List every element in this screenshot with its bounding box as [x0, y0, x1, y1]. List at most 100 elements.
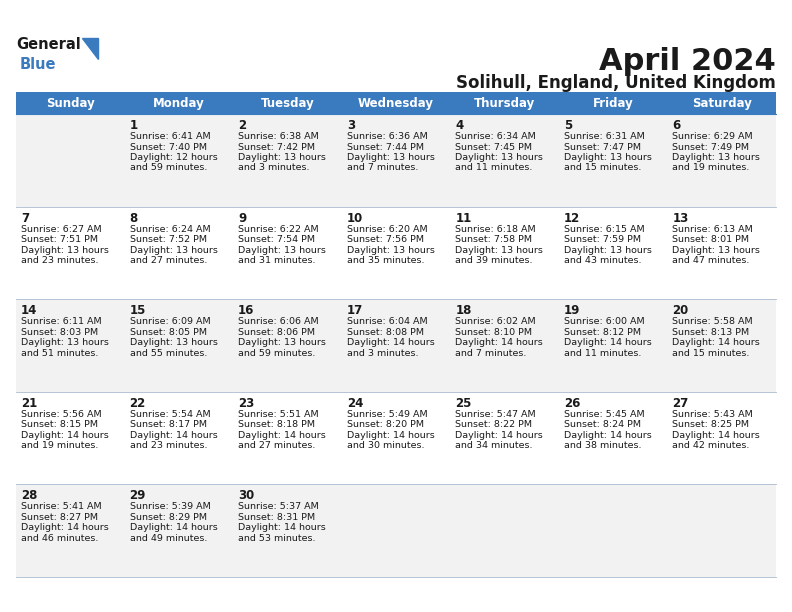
Text: and 53 minutes.: and 53 minutes. [238, 534, 316, 543]
Text: Sunrise: 6:13 AM: Sunrise: 6:13 AM [672, 225, 753, 234]
Text: Sunset: 8:17 PM: Sunset: 8:17 PM [130, 420, 207, 429]
Text: and 3 minutes.: and 3 minutes. [238, 163, 310, 173]
Text: Sunrise: 5:47 AM: Sunrise: 5:47 AM [455, 410, 536, 419]
Text: 11: 11 [455, 212, 471, 225]
Text: Sunset: 7:51 PM: Sunset: 7:51 PM [21, 235, 98, 244]
Text: Daylight: 13 hours: Daylight: 13 hours [347, 153, 435, 162]
Text: and 11 minutes.: and 11 minutes. [564, 349, 642, 357]
Bar [16, 207, 776, 299]
Text: Daylight: 14 hours: Daylight: 14 hours [21, 431, 109, 440]
Text: 13: 13 [672, 212, 689, 225]
Text: Sunset: 7:54 PM: Sunset: 7:54 PM [238, 235, 315, 244]
Text: and 38 minutes.: and 38 minutes. [564, 441, 642, 450]
Text: and 27 minutes.: and 27 minutes. [238, 441, 315, 450]
Text: Sunset: 8:05 PM: Sunset: 8:05 PM [130, 327, 207, 337]
Text: 29: 29 [130, 490, 146, 502]
Text: Daylight: 14 hours: Daylight: 14 hours [238, 431, 326, 440]
Text: and 7 minutes.: and 7 minutes. [347, 163, 418, 173]
Text: and 19 minutes.: and 19 minutes. [21, 441, 98, 450]
Text: 4: 4 [455, 119, 463, 132]
Text: Sunset: 8:12 PM: Sunset: 8:12 PM [564, 327, 641, 337]
Text: 14: 14 [21, 304, 37, 317]
Text: and 31 minutes.: and 31 minutes. [238, 256, 316, 265]
Text: Sunrise: 5:41 AM: Sunrise: 5:41 AM [21, 502, 101, 512]
Text: Daylight: 14 hours: Daylight: 14 hours [347, 338, 435, 347]
Text: Sunrise: 6:29 AM: Sunrise: 6:29 AM [672, 132, 753, 141]
Text: Sunrise: 6:36 AM: Sunrise: 6:36 AM [347, 132, 428, 141]
Text: Sunset: 7:40 PM: Sunset: 7:40 PM [130, 143, 207, 152]
Text: Sunset: 8:27 PM: Sunset: 8:27 PM [21, 513, 98, 522]
Text: Sunrise: 6:00 AM: Sunrise: 6:00 AM [564, 317, 645, 326]
Text: and 49 minutes.: and 49 minutes. [130, 534, 207, 543]
Text: Sunrise: 5:56 AM: Sunrise: 5:56 AM [21, 410, 101, 419]
Text: Wednesday: Wednesday [358, 97, 434, 110]
Text: and 46 minutes.: and 46 minutes. [21, 534, 98, 543]
Text: Sunrise: 6:34 AM: Sunrise: 6:34 AM [455, 132, 536, 141]
Text: 1: 1 [130, 119, 138, 132]
Text: Daylight: 13 hours: Daylight: 13 hours [672, 245, 760, 255]
Text: Sunset: 8:03 PM: Sunset: 8:03 PM [21, 327, 98, 337]
Text: Sunrise: 6:04 AM: Sunrise: 6:04 AM [347, 317, 428, 326]
Text: and 55 minutes.: and 55 minutes. [130, 349, 207, 357]
Text: 22: 22 [130, 397, 146, 410]
Text: Sunrise: 6:18 AM: Sunrise: 6:18 AM [455, 225, 536, 234]
Bar [16, 392, 776, 485]
Text: Monday: Monday [153, 97, 205, 110]
Text: 20: 20 [672, 304, 689, 317]
Text: Thursday: Thursday [474, 97, 535, 110]
Text: Sunrise: 5:39 AM: Sunrise: 5:39 AM [130, 502, 211, 512]
Text: Daylight: 13 hours: Daylight: 13 hours [238, 153, 326, 162]
Text: Sunset: 7:59 PM: Sunset: 7:59 PM [564, 235, 641, 244]
Text: Sunrise: 6:09 AM: Sunrise: 6:09 AM [130, 317, 210, 326]
Text: Daylight: 14 hours: Daylight: 14 hours [21, 523, 109, 532]
Text: Sunrise: 6:20 AM: Sunrise: 6:20 AM [347, 225, 428, 234]
Text: Sunrise: 6:41 AM: Sunrise: 6:41 AM [130, 132, 210, 141]
Text: Sunrise: 5:49 AM: Sunrise: 5:49 AM [347, 410, 428, 419]
Bar [16, 299, 776, 392]
Text: and 19 minutes.: and 19 minutes. [672, 163, 750, 173]
Text: Sunset: 8:29 PM: Sunset: 8:29 PM [130, 513, 207, 522]
Text: Daylight: 13 hours: Daylight: 13 hours [455, 153, 543, 162]
Text: Sunrise: 6:27 AM: Sunrise: 6:27 AM [21, 225, 101, 234]
Text: Friday: Friday [592, 97, 634, 110]
Text: and 51 minutes.: and 51 minutes. [21, 349, 98, 357]
Text: 25: 25 [455, 397, 472, 410]
Text: 6: 6 [672, 119, 680, 132]
Text: and 47 minutes.: and 47 minutes. [672, 256, 750, 265]
Text: and 34 minutes.: and 34 minutes. [455, 441, 533, 450]
Text: 30: 30 [238, 490, 254, 502]
Text: Sunset: 7:42 PM: Sunset: 7:42 PM [238, 143, 315, 152]
Text: 7: 7 [21, 212, 29, 225]
Text: Daylight: 14 hours: Daylight: 14 hours [455, 431, 543, 440]
Text: and 15 minutes.: and 15 minutes. [564, 163, 642, 173]
Text: Sunset: 8:15 PM: Sunset: 8:15 PM [21, 420, 98, 429]
Text: Sunrise: 6:11 AM: Sunrise: 6:11 AM [21, 317, 101, 326]
Text: Sunset: 8:10 PM: Sunset: 8:10 PM [455, 327, 532, 337]
Text: Daylight: 13 hours: Daylight: 13 hours [238, 338, 326, 347]
Text: 19: 19 [564, 304, 581, 317]
Text: Sunrise: 6:02 AM: Sunrise: 6:02 AM [455, 317, 536, 326]
Text: Sunset: 7:47 PM: Sunset: 7:47 PM [564, 143, 641, 152]
Text: Sunset: 8:20 PM: Sunset: 8:20 PM [347, 420, 424, 429]
Text: Sunset: 8:25 PM: Sunset: 8:25 PM [672, 420, 749, 429]
Text: Daylight: 13 hours: Daylight: 13 hours [130, 245, 218, 255]
Text: Daylight: 13 hours: Daylight: 13 hours [455, 245, 543, 255]
Text: 28: 28 [21, 490, 37, 502]
Text: Daylight: 14 hours: Daylight: 14 hours [130, 523, 217, 532]
Text: Sunrise: 5:54 AM: Sunrise: 5:54 AM [130, 410, 210, 419]
Text: Sunset: 7:58 PM: Sunset: 7:58 PM [455, 235, 532, 244]
Text: Daylight: 13 hours: Daylight: 13 hours [21, 245, 109, 255]
Text: and 3 minutes.: and 3 minutes. [347, 349, 418, 357]
Text: 23: 23 [238, 397, 254, 410]
Text: 18: 18 [455, 304, 472, 317]
Text: and 23 minutes.: and 23 minutes. [21, 256, 98, 265]
Text: Sunset: 7:45 PM: Sunset: 7:45 PM [455, 143, 532, 152]
Text: Sunset: 8:31 PM: Sunset: 8:31 PM [238, 513, 315, 522]
Text: Sunset: 7:52 PM: Sunset: 7:52 PM [130, 235, 207, 244]
Text: Saturday: Saturday [691, 97, 752, 110]
Text: Daylight: 14 hours: Daylight: 14 hours [672, 431, 760, 440]
Text: Daylight: 13 hours: Daylight: 13 hours [130, 338, 218, 347]
Text: Daylight: 12 hours: Daylight: 12 hours [130, 153, 217, 162]
Text: Daylight: 13 hours: Daylight: 13 hours [672, 153, 760, 162]
Text: Sunrise: 5:51 AM: Sunrise: 5:51 AM [238, 410, 318, 419]
